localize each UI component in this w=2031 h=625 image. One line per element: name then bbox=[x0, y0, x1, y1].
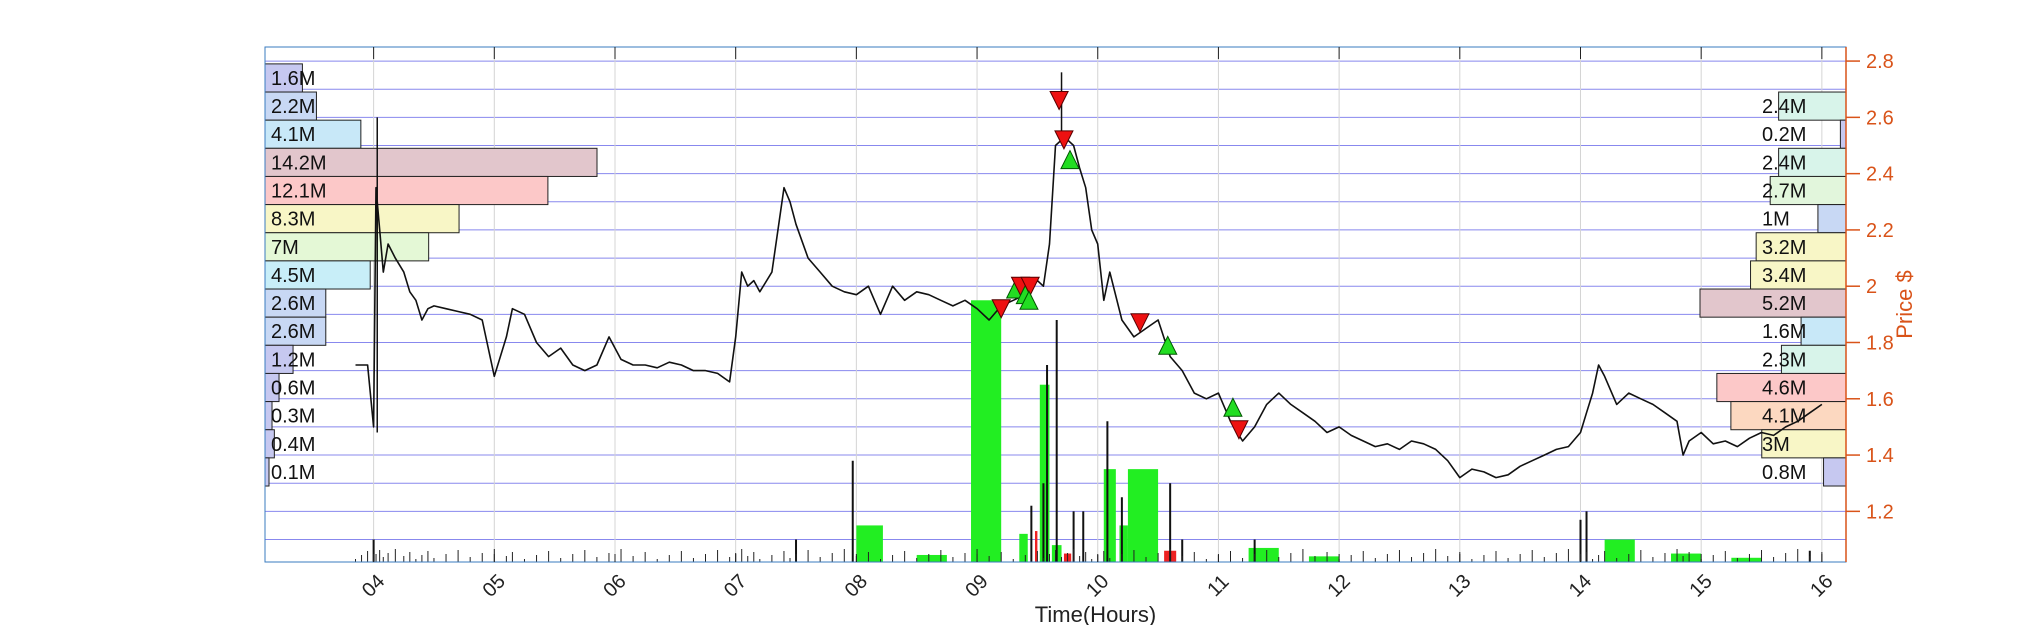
volume-profile-left-bar bbox=[264, 147, 598, 177]
sell-marker bbox=[1054, 130, 1074, 150]
volume-bar bbox=[1308, 556, 1340, 562]
volume-profile-right-label: 3.4M bbox=[1762, 265, 1806, 287]
volume-bar bbox=[1034, 531, 1038, 562]
volume-bar bbox=[1127, 469, 1159, 562]
y-axis-label: Price $ bbox=[1892, 270, 1917, 338]
volume-profile-left-label: 12.1M bbox=[271, 181, 327, 203]
buy-marker bbox=[1223, 397, 1243, 417]
volume-profile-left-bar bbox=[264, 457, 270, 487]
volume-spikes bbox=[355, 319, 1823, 562]
volume-profile-right-label: 4.1M bbox=[1762, 406, 1806, 428]
y-tick-label: 2.6 bbox=[1866, 107, 1894, 129]
volume-profile-right-label: 3.2M bbox=[1762, 237, 1806, 259]
volume-profile-left-label: 7M bbox=[271, 237, 299, 259]
volume-profile-left-label: 2.2M bbox=[271, 96, 315, 118]
volume-profile-left-label: 0.1M bbox=[271, 462, 315, 484]
y-tick-label: 2 bbox=[1866, 276, 1877, 298]
volume-profile-left-bar bbox=[264, 288, 327, 318]
volume-profile-left-bar bbox=[264, 316, 327, 346]
volume-profile-left-label: 8.3M bbox=[271, 209, 315, 231]
y-axis-right: 1.2 1.4 1.6 1.8 2 2.2 2.4 2.6 2.8 bbox=[1845, 47, 1894, 562]
volume-profile-left-label: 1.2M bbox=[271, 349, 315, 371]
volume-bar bbox=[1731, 557, 1762, 562]
y-tick-label: 2.4 bbox=[1866, 164, 1894, 186]
x-axis-label: Time(Hours) bbox=[1035, 602, 1156, 625]
y-tick-label: 2.2 bbox=[1866, 220, 1894, 242]
y-tick-label: 1.2 bbox=[1866, 501, 1894, 523]
sell-marker bbox=[1020, 276, 1040, 297]
y-tick-label: 2.8 bbox=[1866, 51, 1894, 73]
volume-bar bbox=[1119, 525, 1128, 562]
y-tick-label: 1.4 bbox=[1866, 445, 1894, 467]
volume-profile-right-bar bbox=[1716, 372, 1847, 403]
volume-profile-right-bar bbox=[1800, 316, 1847, 346]
volume-profile-right-bar bbox=[1778, 147, 1847, 177]
buy-marker bbox=[1157, 335, 1178, 355]
volume-profile-right-bar bbox=[1769, 175, 1847, 206]
buy-marker bbox=[1060, 149, 1080, 170]
sell-marker bbox=[1130, 313, 1150, 333]
volume-profile-right: 2.4M 0.2M 2.4M 2.7M 1M 3.2M 3.4M 5.2M 1.6M 2.3M 4.… bbox=[1699, 91, 1847, 487]
volume-profile-right-bar bbox=[1750, 260, 1847, 290]
y-tick-label: 1.8 bbox=[1866, 332, 1894, 354]
volume-profile-left: 1.6M 2.2M 4.1M 14.2M 12.1M 8.3M 7M 4.5M 2.6M 2.6M… bbox=[264, 63, 598, 487]
volume-profile-left-label: 1.6M bbox=[271, 68, 315, 90]
price-line bbox=[355, 139, 1823, 479]
volume-profile-left-label: 0.6M bbox=[271, 378, 315, 400]
volume-profile-right-label: 1M bbox=[1762, 209, 1790, 231]
volume-bar bbox=[971, 300, 1002, 562]
volume-bar bbox=[1039, 384, 1050, 562]
volume-profile-right-bar bbox=[1817, 204, 1847, 234]
volume-profile-left-label: 4.1M bbox=[271, 124, 315, 146]
volume-profile-left-label: 4.5M bbox=[271, 265, 315, 287]
volume-profile-left-bar bbox=[264, 260, 371, 290]
volume-profile-right-bar bbox=[1839, 119, 1847, 149]
volume-profile-right-bar bbox=[1823, 457, 1847, 487]
buy-marker bbox=[1019, 290, 1039, 310]
volume-profile-right-bar bbox=[1780, 344, 1847, 374]
volume-profile-right-label: 2.4M bbox=[1762, 152, 1806, 174]
volume-bar bbox=[916, 554, 947, 562]
volume-profile-right-label: 5.2M bbox=[1762, 293, 1806, 315]
volume-profile-right-label: 2.7M bbox=[1762, 181, 1806, 203]
volume-profile-left-bar bbox=[264, 91, 317, 121]
volume-profile-left-label: 0.4M bbox=[271, 434, 315, 456]
volume-profile-left-bar bbox=[264, 232, 430, 262]
volume-profile-right-label: 0.8M bbox=[1762, 462, 1806, 484]
volume-profile-left-bar bbox=[264, 119, 362, 149]
volume-bar bbox=[1671, 553, 1702, 562]
volume-profile-left-label: 2.6M bbox=[271, 321, 315, 343]
volume-profile-right-label: 2.3M bbox=[1762, 349, 1806, 371]
volume-profile-right-label: 2.4M bbox=[1762, 96, 1806, 118]
volume-bar bbox=[1604, 539, 1635, 562]
plot-area bbox=[265, 47, 1846, 562]
price-series bbox=[355, 72, 1823, 479]
volume-profile-left-label: 2.6M bbox=[271, 293, 315, 315]
volume-profile-left-label: 0.3M bbox=[271, 406, 315, 428]
sell-marker bbox=[991, 299, 1011, 319]
volume-bar bbox=[1248, 547, 1279, 562]
volume-profile-left-label: 14.2M bbox=[271, 152, 327, 174]
volume-bar bbox=[1103, 469, 1116, 562]
volume-profile-right-label: 1.6M bbox=[1762, 321, 1806, 343]
volume-profile-left-bar bbox=[264, 175, 549, 206]
volume-profile-right-bar bbox=[1778, 91, 1847, 121]
volume-profile-right-bar bbox=[1699, 288, 1847, 318]
volume-profile-right-label: 0.2M bbox=[1762, 124, 1806, 146]
y-tick-label: 1.6 bbox=[1866, 389, 1894, 411]
volume-bar bbox=[856, 525, 883, 562]
volume-profile-right-bar bbox=[1755, 232, 1847, 262]
sell-marker bbox=[1229, 420, 1249, 440]
volume-profile-right-label: 4.6M bbox=[1762, 378, 1806, 400]
sell-marker bbox=[1049, 90, 1069, 111]
volume-bar bbox=[1019, 533, 1028, 562]
trade-markers bbox=[991, 90, 1249, 440]
volume-profile-left-bar bbox=[264, 344, 294, 374]
volume-profile-right-label: 3M bbox=[1762, 434, 1790, 456]
